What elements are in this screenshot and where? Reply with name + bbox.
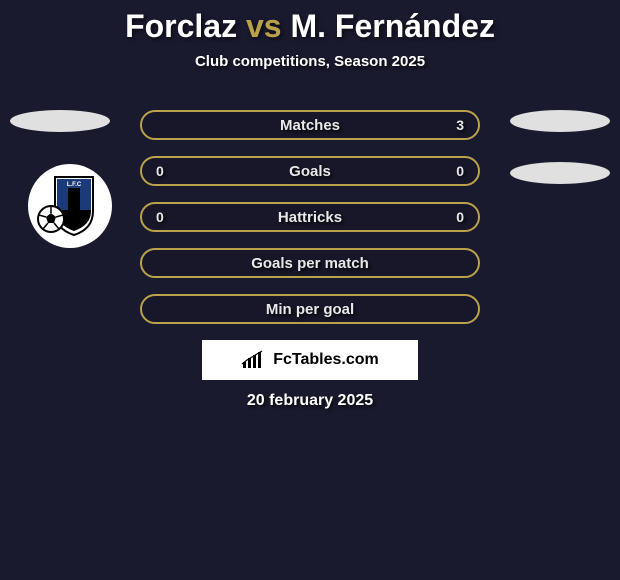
stat-label: Matches bbox=[280, 117, 340, 134]
stat-row-matches: Matches 3 bbox=[140, 110, 480, 140]
stat-right-value: 0 bbox=[456, 209, 464, 225]
svg-text:L.F.C: L.F.C bbox=[67, 182, 82, 188]
player1-placeholder bbox=[10, 110, 110, 132]
stat-label: Goals bbox=[289, 163, 331, 180]
stat-row-min-per-goal: Min per goal bbox=[140, 294, 480, 324]
club-badge: L.F.C bbox=[28, 164, 112, 248]
stat-label: Hattricks bbox=[278, 209, 342, 226]
stat-left-value: 0 bbox=[156, 209, 164, 225]
stat-rows: Matches 3 0 Goals 0 0 Hattricks 0 Goals … bbox=[140, 110, 480, 324]
date-label: 20 february 2025 bbox=[0, 392, 620, 410]
bar-chart-icon bbox=[241, 350, 267, 370]
stat-row-goals: 0 Goals 0 bbox=[140, 156, 480, 186]
player2-name: M. Fernández bbox=[290, 8, 494, 44]
stat-row-hattricks: 0 Hattricks 0 bbox=[140, 202, 480, 232]
club-crest-icon: L.F.C bbox=[35, 171, 105, 241]
player2-placeholder-2 bbox=[510, 162, 610, 184]
subtitle: Club competitions, Season 2025 bbox=[0, 53, 620, 70]
stat-right-value: 0 bbox=[456, 163, 464, 179]
vs-label: vs bbox=[246, 8, 282, 44]
stats-area: L.F.C Matches 3 0 Goals 0 bbox=[0, 110, 620, 410]
page-title: Forclaz vs M. Fernández bbox=[0, 8, 620, 45]
player2-placeholder-1 bbox=[510, 110, 610, 132]
player1-name: Forclaz bbox=[125, 8, 237, 44]
stat-label: Min per goal bbox=[266, 301, 354, 318]
comparison-card: Forclaz vs M. Fernández Club competition… bbox=[0, 0, 620, 410]
stat-label: Goals per match bbox=[251, 255, 369, 272]
branding-text: FcTables.com bbox=[273, 351, 379, 369]
stat-left-value: 0 bbox=[156, 163, 164, 179]
stat-row-goals-per-match: Goals per match bbox=[140, 248, 480, 278]
stat-right-value: 3 bbox=[456, 117, 464, 133]
branding-box: FcTables.com bbox=[202, 340, 418, 380]
